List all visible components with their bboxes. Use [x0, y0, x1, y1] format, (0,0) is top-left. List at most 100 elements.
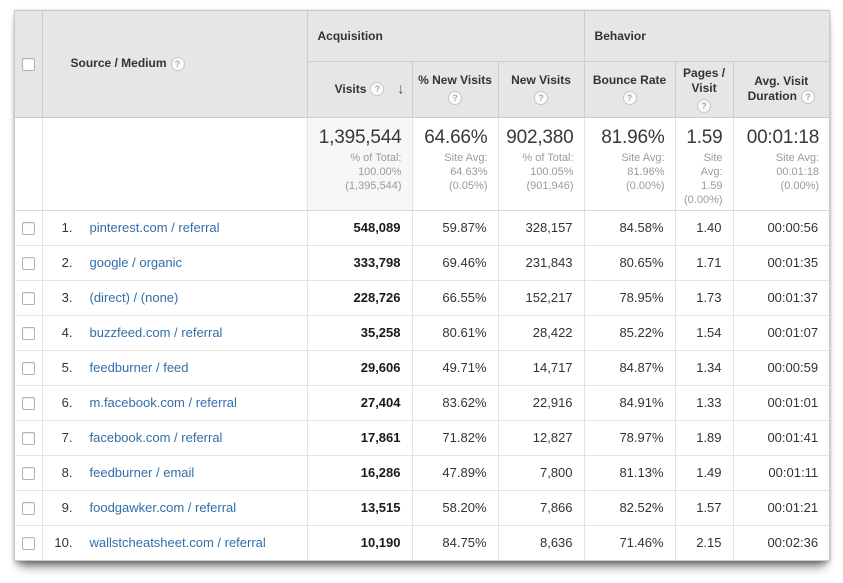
summary-pages-visit-cell: 1.59 Site Avg: 1.59 (0.00%)	[675, 117, 734, 211]
row-rank: 4.	[61, 325, 73, 340]
column-header-source-medium[interactable]: Source / Medium?	[42, 11, 308, 118]
avg-duration-cell: 00:01:21	[733, 490, 830, 526]
row-checkbox[interactable]	[21, 432, 35, 446]
bounce-rate-cell: 80.65%	[584, 245, 676, 281]
column-header-visits[interactable]: Visits? ↓	[307, 61, 413, 118]
source-medium-link[interactable]: buzzfeed.com / referral	[89, 325, 223, 340]
summary-bounce-rate-cell: 81.96% Site Avg: 81.96% (0.00%)	[584, 117, 676, 211]
summary-checkbox-cell	[15, 117, 43, 211]
pct-new-visits-cell: 59.87%	[412, 210, 499, 246]
sort-descending-icon[interactable]: ↓	[397, 80, 405, 98]
new-visits-cell: 28,422	[498, 315, 585, 351]
table-row: 7. facebook.com / referral 17,861 71.82% …	[15, 420, 830, 456]
help-icon[interactable]: ?	[800, 89, 815, 104]
visits-cell: 548,089	[307, 210, 413, 246]
row-checkbox-cell	[15, 245, 43, 281]
pages-visit-label: Pages / Visit	[683, 65, 726, 95]
pct-new-visits-cell: 58.20%	[412, 490, 499, 526]
summary-visits-cell: 1,395,544 % of Total: 100.00% (1,395,544…	[307, 117, 413, 211]
row-rank: 1.	[61, 220, 73, 235]
row-rank: 3.	[61, 290, 73, 305]
row-rank: 8.	[61, 465, 73, 480]
visits-label: Visits	[334, 81, 367, 96]
table-row: 3. (direct) / (none) 228,726 66.55% 152,2…	[15, 280, 830, 316]
avg-duration-cell: 00:00:56	[733, 210, 830, 246]
pct-new-visits-cell: 69.46%	[412, 245, 499, 281]
pages-visit-cell: 1.49	[675, 455, 734, 491]
source-medium-link[interactable]: facebook.com / referral	[89, 430, 223, 445]
help-icon[interactable]: ?	[448, 91, 462, 105]
column-header-pages-visit[interactable]: Pages / Visit ?	[675, 61, 734, 118]
help-icon[interactable]: ?	[622, 91, 637, 105]
bounce-rate-cell: 84.91%	[584, 385, 676, 421]
table-row: 4. buzzfeed.com / referral 35,258 80.61% …	[15, 315, 830, 351]
source-medium-link[interactable]: pinterest.com / referral	[89, 220, 220, 235]
row-checkbox[interactable]	[21, 467, 35, 481]
row-rank: 5.	[61, 360, 73, 375]
source-medium-link[interactable]: feedburner / email	[89, 465, 195, 480]
total-visits-subtext: % of Total: 100.00% (1,395,544)	[345, 151, 402, 192]
row-rank: 2.	[61, 255, 73, 270]
table-row: 9. foodgawker.com / referral 13,515 58.20…	[15, 490, 830, 526]
column-header-avg-visit-duration[interactable]: Avg. Visit Duration?	[733, 61, 830, 118]
column-header-pct-new-visits[interactable]: % New Visits ?	[412, 61, 499, 118]
column-header-bounce-rate[interactable]: Bounce Rate ?	[584, 61, 676, 118]
source-medium-cell: 8. feedburner / email	[42, 455, 308, 491]
bounce-rate-cell: 84.87%	[584, 350, 676, 386]
row-checkbox[interactable]	[21, 362, 35, 376]
pages-visit-cell: 1.71	[675, 245, 734, 281]
pct-new-visits-cell: 83.62%	[412, 385, 499, 421]
source-medium-link[interactable]: wallstcheatsheet.com / referral	[89, 535, 266, 551]
group-header-behavior: Behavior	[584, 11, 830, 62]
source-medium-link[interactable]: feedburner / feed	[89, 360, 189, 375]
new-visits-cell: 8,636	[498, 525, 585, 560]
source-medium-link[interactable]: (direct) / (none)	[89, 290, 179, 305]
bounce-rate-cell: 85.22%	[584, 315, 676, 351]
table-row: 5. feedburner / feed 29,606 49.71% 14,717…	[15, 350, 830, 386]
row-checkbox-cell	[15, 280, 43, 316]
total-avg-duration-subtext: Site Avg: 00:01:18 (0.00%)	[775, 151, 820, 192]
source-medium-link[interactable]: google / organic	[89, 255, 183, 270]
source-medium-link[interactable]: foodgawker.com / referral	[89, 500, 237, 515]
total-new-visits-subtext: % of Total: 100.05% (901,946)	[522, 151, 574, 192]
analytics-report-table-frame: Source / Medium? Acquisition Behavior Vi…	[14, 10, 830, 561]
pct-new-visits-cell: 49.71%	[412, 350, 499, 386]
row-checkbox[interactable]	[21, 292, 35, 306]
row-checkbox-cell	[15, 420, 43, 456]
avg-duration-cell: 00:01:37	[733, 280, 830, 316]
row-checkbox[interactable]	[21, 222, 35, 236]
help-icon[interactable]: ?	[170, 57, 185, 72]
total-bounce-rate-value: 81.96%	[601, 126, 665, 148]
total-visits-value: 1,395,544	[318, 126, 402, 148]
row-checkbox[interactable]	[21, 397, 35, 411]
avg-duration-cell: 00:01:07	[733, 315, 830, 351]
column-header-new-visits[interactable]: New Visits ?	[498, 61, 585, 118]
source-medium-cell: 5. feedburner / feed	[42, 350, 308, 386]
select-all-checkbox[interactable]	[21, 57, 35, 71]
visits-cell: 29,606	[307, 350, 413, 386]
pages-visit-cell: 1.34	[675, 350, 734, 386]
help-icon[interactable]: ?	[697, 98, 712, 113]
source-medium-label: Source / Medium	[70, 56, 167, 71]
help-icon[interactable]: ?	[370, 82, 385, 97]
row-checkbox[interactable]	[21, 502, 35, 516]
pct-new-visits-label: % New Visits	[418, 73, 492, 87]
row-checkbox[interactable]	[21, 537, 35, 551]
visits-cell: 17,861	[307, 420, 413, 456]
help-icon[interactable]: ?	[534, 91, 549, 105]
summary-source-cell	[42, 117, 308, 211]
acquisition-group-label: Acquisition	[317, 28, 383, 43]
bounce-rate-cell: 78.95%	[584, 280, 676, 316]
row-checkbox[interactable]	[21, 327, 35, 341]
bounce-rate-cell: 78.97%	[584, 420, 676, 456]
summary-pct-new-visits-cell: 64.66% Site Avg: 64.63% (0.05%)	[412, 117, 499, 211]
row-rank: 10.	[54, 535, 73, 551]
total-bounce-rate-subtext: Site Avg: 81.96% (0.00%)	[621, 151, 665, 192]
table-row: 2. google / organic 333,798 69.46% 231,84…	[15, 245, 830, 281]
source-medium-cell: 7. facebook.com / referral	[42, 420, 308, 456]
source-medium-link[interactable]: m.facebook.com / referral	[89, 395, 237, 410]
pct-new-visits-cell: 80.61%	[412, 315, 499, 351]
row-checkbox[interactable]	[21, 257, 35, 271]
pages-visit-cell: 1.73	[675, 280, 734, 316]
total-avg-duration-value: 00:01:18	[746, 126, 820, 148]
